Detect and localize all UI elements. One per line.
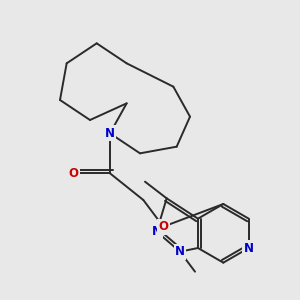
Text: O: O — [158, 220, 168, 233]
Text: N: N — [244, 242, 254, 254]
Text: N: N — [175, 245, 185, 258]
Text: O: O — [68, 167, 78, 180]
Text: N: N — [105, 127, 115, 140]
Text: N: N — [152, 225, 162, 238]
Text: O: O — [158, 220, 168, 233]
